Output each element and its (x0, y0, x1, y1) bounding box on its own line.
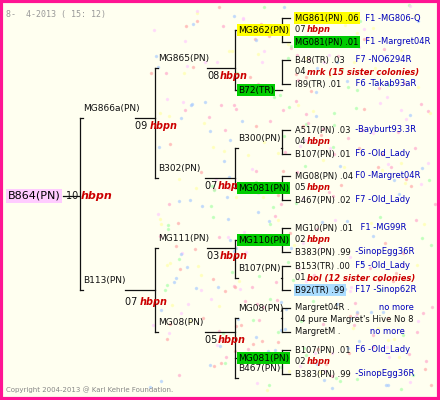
Text: MG110(PN): MG110(PN) (238, 236, 289, 244)
Text: hbpn: hbpn (307, 236, 331, 244)
Text: hbpn: hbpn (307, 358, 331, 366)
Text: B92(TR) .99: B92(TR) .99 (295, 286, 345, 294)
Text: hbpn: hbpn (218, 181, 246, 191)
Text: no more: no more (350, 304, 414, 312)
Text: B107(PN) .01: B107(PN) .01 (295, 346, 351, 354)
Text: hbpn: hbpn (218, 335, 246, 345)
Text: B72(TR): B72(TR) (238, 86, 274, 94)
Text: no more: no more (341, 328, 405, 336)
Text: F17 -Sinop62R: F17 -Sinop62R (351, 286, 417, 294)
Text: hbpn: hbpn (150, 121, 178, 131)
Text: hbpn: hbpn (81, 191, 113, 201)
Text: MG866a(PN): MG866a(PN) (83, 104, 139, 114)
Text: hbpn: hbpn (307, 138, 331, 146)
Text: F7 -NO6294R: F7 -NO6294R (345, 56, 412, 64)
Text: MG862(PN): MG862(PN) (238, 26, 289, 34)
Text: F1 -MG806-Q: F1 -MG806-Q (359, 14, 420, 22)
Text: 07: 07 (125, 297, 140, 307)
Text: F1 -Margret04R: F1 -Margret04R (359, 38, 430, 46)
Text: 05: 05 (295, 184, 308, 192)
Text: A517(PN) .03: A517(PN) .03 (295, 126, 351, 134)
Text: F6 -Old_Lady: F6 -Old_Lady (350, 346, 410, 354)
Text: hbpn: hbpn (140, 297, 168, 307)
Text: MG081(PN): MG081(PN) (238, 354, 289, 362)
Text: bol (12 sister colonies): bol (12 sister colonies) (307, 274, 415, 282)
Text: 04: 04 (295, 138, 308, 146)
Text: F0 -Margret04R: F0 -Margret04R (350, 172, 420, 180)
Text: B107(PN) .01: B107(PN) .01 (295, 150, 351, 158)
Text: B383(PN) .99: B383(PN) .99 (295, 248, 351, 256)
Text: Copyright 2004-2013 @ Karl Kehrle Foundation.: Copyright 2004-2013 @ Karl Kehrle Founda… (6, 386, 173, 393)
Text: 07: 07 (205, 181, 220, 191)
Text: hbpn: hbpn (307, 184, 331, 192)
Text: 08: 08 (207, 71, 219, 81)
Text: B467(PN): B467(PN) (238, 364, 280, 374)
Text: MargretM .: MargretM . (295, 328, 341, 336)
Text: I89(TR) .01: I89(TR) .01 (295, 80, 341, 88)
Text: MG081(PN) .01: MG081(PN) .01 (295, 38, 358, 46)
Text: B864(PN): B864(PN) (8, 191, 61, 201)
Text: -Bayburt93.3R: -Bayburt93.3R (350, 126, 416, 134)
Text: B467(PN) .02: B467(PN) .02 (295, 196, 351, 204)
Text: 04: 04 (295, 68, 308, 76)
Text: MG10(PN) .01: MG10(PN) .01 (295, 224, 353, 232)
Text: hbpn: hbpn (220, 251, 248, 261)
Text: F6 -Takab93aR: F6 -Takab93aR (345, 80, 417, 88)
Text: F1 -MG99R: F1 -MG99R (350, 224, 406, 232)
Text: 03: 03 (207, 251, 222, 261)
Text: 8-  4-2013 ( 15: 12): 8- 4-2013 ( 15: 12) (6, 10, 106, 19)
Text: mrk (15 sister colonies): mrk (15 sister colonies) (307, 68, 419, 76)
Text: F5 -Old_Lady: F5 -Old_Lady (350, 262, 410, 270)
Text: F7 -Old_Lady: F7 -Old_Lady (350, 196, 410, 204)
Text: 09: 09 (135, 121, 150, 131)
Text: MG081(PN): MG081(PN) (238, 184, 289, 192)
Text: B107(PN): B107(PN) (238, 264, 281, 274)
Text: MG08(PN): MG08(PN) (158, 318, 203, 328)
Text: MG865(PN): MG865(PN) (158, 54, 209, 64)
Text: B383(PN) .99: B383(PN) .99 (295, 370, 351, 378)
Text: Margret04R .: Margret04R . (295, 304, 350, 312)
Text: hbpn: hbpn (307, 26, 331, 34)
Text: 07: 07 (295, 26, 308, 34)
Text: 02: 02 (295, 358, 308, 366)
Text: -SinopEgg36R: -SinopEgg36R (350, 248, 414, 256)
Text: MG861(PN) .06: MG861(PN) .06 (295, 14, 359, 22)
Text: -SinopEgg36R: -SinopEgg36R (350, 370, 414, 378)
Text: MG08(PN): MG08(PN) (238, 304, 283, 314)
Text: B48(TR) .03: B48(TR) .03 (295, 56, 345, 64)
Text: 10: 10 (66, 191, 81, 201)
Text: MG111(PN): MG111(PN) (158, 234, 209, 244)
Text: 05: 05 (205, 335, 220, 345)
Text: 02: 02 (295, 236, 308, 244)
Text: MG08(PN) .04: MG08(PN) .04 (295, 172, 353, 180)
Text: B302(PN): B302(PN) (158, 164, 200, 174)
Text: 01: 01 (295, 274, 308, 282)
Text: hbpn: hbpn (220, 71, 248, 81)
Text: 04 pure Margret's Hive No 8: 04 pure Margret's Hive No 8 (295, 316, 414, 324)
Text: B153(TR) .00: B153(TR) .00 (295, 262, 350, 270)
Text: B113(PN): B113(PN) (83, 276, 125, 286)
Text: F6 -Old_Lady: F6 -Old_Lady (350, 150, 410, 158)
Text: B300(PN): B300(PN) (238, 134, 281, 144)
